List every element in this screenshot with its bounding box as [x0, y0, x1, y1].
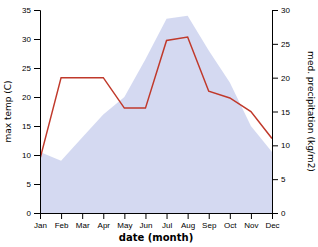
tick: 30: [22, 35, 40, 44]
tick-label: 20: [22, 93, 31, 102]
tick-label: Jan: [34, 221, 47, 230]
tick: Jan: [34, 213, 47, 230]
tick: 0: [27, 209, 40, 218]
tick: May: [117, 213, 132, 230]
tick-mark: [34, 126, 40, 127]
x-axis-title: date (month): [119, 232, 193, 243]
tick-mark: [251, 213, 252, 219]
tick-label: 15: [281, 108, 290, 117]
tick-mark: [34, 68, 40, 69]
tick-label: 5: [281, 175, 286, 184]
tick-mark: [34, 10, 40, 11]
axis-line: [41, 214, 273, 220]
tick-mark: [34, 39, 40, 40]
tick-mark: [272, 145, 278, 146]
tick-label: Nov: [244, 221, 258, 230]
tick: Feb: [55, 213, 69, 230]
tick-mark: [272, 44, 278, 45]
tick: Nov: [244, 213, 258, 230]
tick-label: May: [117, 221, 132, 230]
tick-label: 0: [27, 209, 32, 218]
tick: Jun: [140, 213, 153, 230]
tick-mark: [272, 179, 278, 180]
tick-mark: [167, 213, 168, 219]
y-axis-title: max temp (C): [3, 80, 13, 142]
tick-mark: [61, 213, 62, 219]
tick: Dec: [265, 213, 279, 230]
tick-mark: [272, 78, 278, 79]
tick-label: 0: [281, 209, 286, 218]
x-axis: Jan Feb Mar Apr May Jun Jul Aug Sep Oct Nov Dec: [34, 213, 280, 230]
y2-axis-title: med. precipitation (kg/m2): [306, 51, 316, 172]
tick: Mar: [76, 213, 90, 230]
tick-mark: [272, 213, 278, 214]
tick: 35: [22, 6, 40, 15]
tick: 10: [22, 151, 40, 160]
tick-label: Sep: [202, 221, 217, 230]
tick: 5: [27, 180, 40, 189]
tick-mark: [34, 184, 40, 185]
tick-label: 35: [22, 6, 31, 15]
tick-label: 25: [281, 40, 290, 49]
tick-label: Mar: [76, 221, 90, 230]
tick-label: Oct: [224, 221, 237, 230]
marks: [40, 16, 272, 213]
tick-mark: [145, 213, 146, 219]
tick-label: 20: [281, 74, 290, 83]
tick: Oct: [224, 213, 237, 230]
tick-label: 10: [22, 151, 31, 160]
tick-mark: [82, 213, 83, 219]
tick: 25: [272, 40, 290, 49]
tick-label: Apr: [98, 221, 111, 230]
tick: 25: [22, 64, 40, 73]
tick-label: Feb: [55, 221, 69, 230]
tick: Sep: [202, 213, 217, 230]
tick-label: Jul: [162, 221, 172, 230]
tick-mark: [272, 10, 278, 11]
tick: Jul: [162, 213, 172, 230]
y-axis: 0 5 10 15 20 25 30 35: [22, 6, 40, 218]
tick-mark: [124, 213, 125, 219]
tick: 10: [272, 141, 290, 150]
tick-label: Dec: [265, 221, 279, 230]
line: [40, 37, 272, 159]
axis-line: [273, 11, 279, 214]
tick-label: Jun: [140, 221, 153, 230]
tick: Apr: [98, 213, 111, 230]
tick: 20: [272, 74, 290, 83]
tick-label: 10: [281, 141, 290, 150]
tick-label: 30: [281, 6, 290, 15]
tick-label: 30: [22, 35, 31, 44]
tick-label: 5: [27, 180, 32, 189]
tick: 30: [272, 6, 290, 15]
tick-mark: [34, 97, 40, 98]
tick: 5: [272, 175, 286, 184]
tick: 15: [272, 108, 290, 117]
tick: 15: [22, 122, 40, 131]
tick-mark: [209, 213, 210, 219]
tick-mark: [34, 155, 40, 156]
tick-label: 15: [22, 122, 31, 131]
tick: Aug: [181, 213, 195, 230]
tick-label: Aug: [181, 221, 195, 230]
tick-mark: [230, 213, 231, 219]
tick-mark: [103, 213, 104, 219]
tick-label: 25: [22, 64, 31, 73]
area: [40, 16, 272, 213]
tick: 0: [272, 209, 286, 218]
y2-axis: 0 5 10 15 20 25 30: [272, 6, 290, 218]
tick-mark: [188, 213, 189, 219]
tick-mark: [34, 213, 40, 214]
plot: JanFebMarAprMayJunJulAugSepOctNovDec0510…: [22, 6, 290, 230]
axis-line: [34, 11, 41, 214]
tick-mark: [272, 112, 278, 113]
tick: 20: [22, 93, 40, 102]
